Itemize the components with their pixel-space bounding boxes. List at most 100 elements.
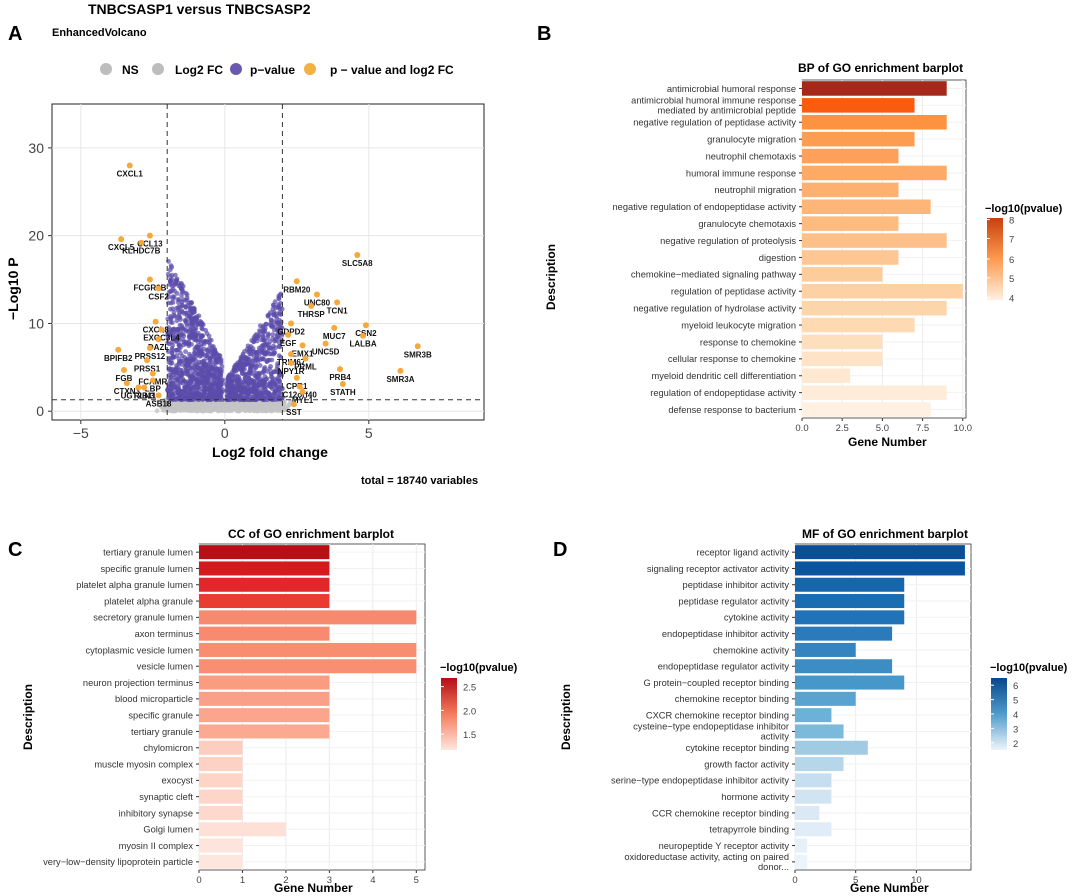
bar — [795, 675, 905, 690]
colorbar-tick-label: 1.5 — [463, 730, 476, 741]
pvalue-point — [183, 390, 189, 396]
category-label: response to chemokine — [700, 337, 796, 347]
colorbar-tick-label: 2 — [1013, 739, 1018, 750]
pvalue-point — [199, 333, 205, 339]
ns-point — [264, 407, 270, 413]
panel-letter-a: A — [8, 23, 22, 45]
pvalue-point — [168, 278, 174, 284]
category-label: platelet alpha granule lumen — [76, 580, 193, 590]
significant-point — [146, 232, 153, 239]
pvalue-point — [174, 338, 180, 344]
colorbar-tick-label: 6 — [1009, 255, 1014, 266]
bar — [199, 854, 243, 869]
legend-label-pvalue-and-log2fc: p − value and log2 FC — [330, 63, 454, 77]
legend-dot-log2fc — [152, 63, 164, 75]
mf-title: MF of GO enrichment barplot — [802, 527, 968, 541]
pvalue-point — [250, 386, 255, 392]
pvalue-point — [210, 373, 216, 379]
category-label: peptidase regulator activity — [678, 596, 789, 606]
category-label: chemokine−mediated signaling pathway — [631, 270, 796, 280]
pvalue-point — [199, 321, 205, 326]
significant-point — [334, 299, 341, 306]
volcano-ylabel: −Log10 P — [5, 257, 21, 320]
significant-point — [146, 276, 153, 283]
bar — [802, 368, 851, 384]
pvalue-point — [191, 350, 197, 356]
x-tick-label: 10.0 — [954, 423, 973, 434]
significant-point — [337, 366, 343, 373]
ns-point — [206, 401, 212, 407]
pvalue-point — [238, 396, 244, 402]
pvalue-point — [174, 353, 180, 358]
bar — [199, 708, 330, 723]
bar — [199, 675, 330, 690]
significant-point — [149, 377, 156, 384]
x-tick-label: 2.5 — [836, 423, 849, 434]
category-label: neutrophil chemotaxis — [706, 151, 797, 161]
bar — [199, 740, 243, 755]
pvalue-point — [262, 365, 268, 370]
category-label: antimicrobial humoral immune response med… — [631, 95, 796, 115]
pvalue-point — [255, 395, 260, 401]
pvalue-point — [178, 286, 184, 292]
pvalue-point — [278, 300, 283, 306]
pvalue-point — [170, 299, 176, 305]
pvalue-point — [175, 376, 181, 382]
significant-point — [126, 162, 133, 169]
significant-point — [144, 357, 151, 364]
pvalue-point — [177, 322, 183, 328]
cc-xlabel: Gene Number — [274, 881, 353, 895]
pvalue-point — [169, 339, 175, 345]
pvalue-point — [253, 386, 259, 392]
category-label: inhibitory synapse — [119, 808, 193, 818]
x-tick-label: 4 — [370, 875, 375, 886]
x-tick-label: 0 — [196, 875, 201, 886]
pvalue-point — [214, 358, 219, 364]
gene-label: PRSS1 — [134, 364, 161, 373]
pvalue-point — [209, 387, 215, 392]
bar — [802, 283, 963, 299]
pvalue-point — [256, 333, 261, 339]
bar — [802, 148, 899, 164]
bar — [802, 98, 915, 113]
significant-point — [302, 355, 309, 362]
pvalue-point — [258, 329, 263, 335]
cc-title: CC of GO enrichment barplot — [228, 527, 394, 541]
panel-letter-b: B — [537, 23, 551, 45]
gene-label: SMR3A — [386, 375, 414, 384]
pvalue-point — [168, 358, 174, 363]
colorbar-tick-label: 8 — [1009, 216, 1014, 227]
pvalue-point — [225, 378, 231, 384]
bp-colorbar-title: −log10(pvalue) — [985, 203, 1063, 215]
pvalue-point — [182, 364, 188, 370]
volcano-legend: NS Log2 FC p−value p − value and log2 FC — [100, 63, 454, 77]
pvalue-point — [169, 264, 175, 270]
pvalue-point — [279, 331, 285, 337]
category-label: regulation of peptidase activity — [671, 287, 796, 297]
pvalue-point — [190, 321, 195, 327]
pvalue-point — [190, 382, 196, 388]
category-label: granulocyte migration — [707, 134, 796, 144]
pvalue-point — [265, 332, 271, 338]
ns-point — [237, 408, 243, 414]
bar — [795, 789, 832, 804]
ns-point — [211, 402, 216, 408]
pvalue-point — [183, 310, 189, 316]
pvalue-point — [208, 364, 214, 370]
pvalue-point — [212, 355, 217, 360]
pvalue-point — [251, 339, 257, 345]
bar — [802, 131, 915, 147]
bar — [795, 773, 832, 788]
pvalue-point — [197, 386, 203, 392]
gene-label: CSF2 — [148, 292, 169, 301]
bar — [802, 402, 931, 417]
category-label: specific granule lumen — [100, 564, 193, 574]
gene-label: KLHDC7B — [122, 247, 160, 256]
pvalue-point — [172, 288, 178, 294]
pvalue-point — [251, 367, 257, 373]
gene-label: SMR3B — [404, 350, 432, 359]
x-tick-label: 3 — [327, 875, 332, 886]
gene-label: RBM20 — [283, 285, 311, 294]
pvalue-point — [268, 364, 273, 369]
y-tick-label: 10 — [28, 315, 44, 331]
